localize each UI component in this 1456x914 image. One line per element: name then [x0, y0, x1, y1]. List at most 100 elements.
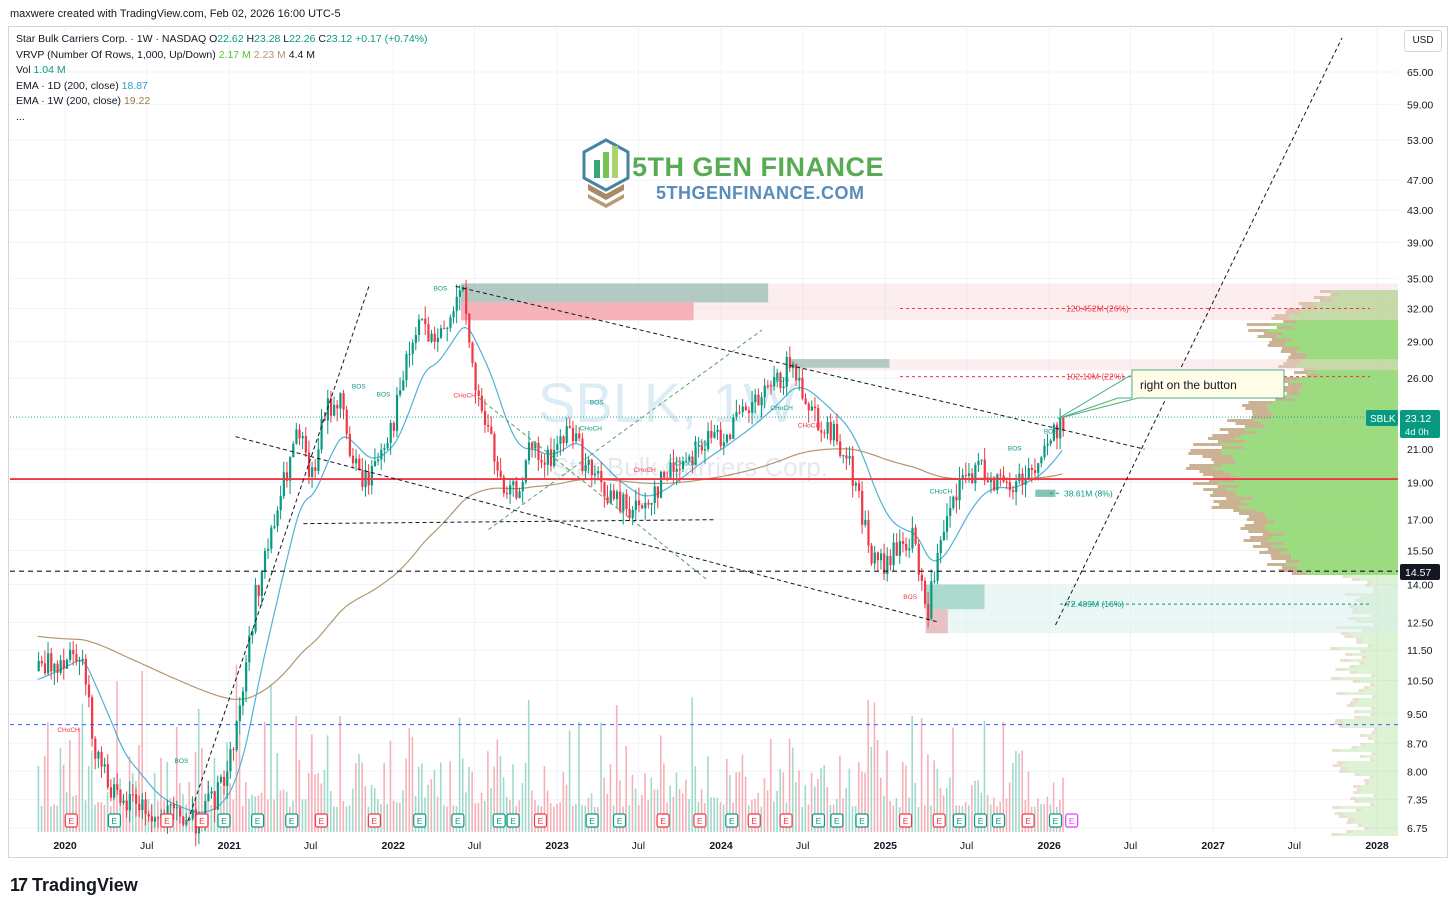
- volume-bar: [383, 763, 385, 832]
- volume-bar: [1027, 771, 1030, 832]
- legend-more[interactable]: ...: [16, 110, 25, 123]
- candle-body: [993, 480, 996, 491]
- volume-bar: [386, 803, 389, 832]
- vp-down-bar: [1283, 386, 1302, 389]
- vp-up-bar: [1345, 692, 1398, 695]
- candle-body: [465, 287, 468, 314]
- volume-bar: [50, 806, 52, 832]
- vp-up-bar: [1365, 650, 1398, 653]
- volume-bar: [945, 787, 948, 832]
- volume-bar: [804, 784, 807, 832]
- candle-body: [757, 394, 760, 406]
- candle-body: [53, 663, 56, 672]
- volume-bar: [788, 738, 791, 832]
- candle-body: [637, 500, 641, 506]
- tradingview-logo-icon: 17: [10, 875, 28, 895]
- trendline: [303, 519, 716, 525]
- vp-up-bar: [1243, 446, 1398, 449]
- vp-down-bar: [1271, 557, 1292, 560]
- candle-body: [213, 791, 216, 810]
- candle-body: [996, 474, 999, 491]
- candle-body: [78, 660, 81, 662]
- earnings-marker-icon: [107, 813, 121, 828]
- candle-body: [348, 434, 351, 456]
- x-tick-label: Jul: [140, 840, 153, 852]
- volume-bar: [685, 779, 687, 832]
- volume-bar: [930, 805, 932, 832]
- earnings-marker-label: E: [859, 816, 865, 826]
- volume-bar: [672, 796, 675, 832]
- earnings-marker-icon: [413, 813, 427, 828]
- volume-bar: [857, 761, 860, 832]
- vp-up-bar: [1345, 761, 1398, 764]
- earnings-marker-icon: [251, 813, 265, 828]
- candle-body: [769, 385, 773, 387]
- currency-button[interactable]: USD: [1404, 30, 1442, 52]
- candle-body: [370, 466, 373, 486]
- earnings-marker-label: E: [816, 816, 822, 826]
- earnings-marker-label: E: [978, 816, 984, 826]
- volume-bar: [725, 758, 728, 832]
- volume-bar: [201, 748, 203, 832]
- earnings-marker-icon: [585, 813, 599, 828]
- candle-body: [47, 653, 50, 674]
- vp-down-bar: [1246, 518, 1267, 521]
- vp-down-bar: [1193, 482, 1219, 485]
- vp-down-bar: [1288, 356, 1306, 359]
- vp-down-bar: [1354, 800, 1361, 803]
- y-tick-label: 47.00: [1407, 175, 1433, 187]
- earnings-marker-icon: [932, 813, 946, 828]
- legend-ema2-row[interactable]: EMA · 1W (200, close) 19.22: [16, 95, 151, 107]
- candle-body: [131, 794, 135, 796]
- vp-up-bar: [1373, 776, 1398, 779]
- candle-body: [578, 433, 581, 439]
- vp-up-bar: [1376, 794, 1398, 797]
- vp-up-bar: [1374, 707, 1398, 710]
- vp-down-bar: [1217, 440, 1246, 443]
- candle-body: [116, 784, 119, 790]
- volume-bar: [411, 737, 414, 832]
- legend-vrvp-row[interactable]: VRVP (Number Of Rows, 1,000, Up/Down) 2.…: [16, 48, 316, 61]
- x-tick-label: 2027: [1201, 840, 1225, 852]
- candle-body: [754, 394, 757, 403]
- y-tick-label: 43.00: [1407, 205, 1433, 217]
- vp-down-bar: [1360, 650, 1366, 653]
- candle-body: [490, 426, 493, 434]
- volume-bar: [669, 785, 671, 832]
- vp-down-bar: [1359, 734, 1367, 737]
- legend-symbol[interactable]: Star Bulk Carriers Corp. · 1W · NASDAQ: [16, 33, 207, 45]
- volume-bar: [295, 716, 297, 832]
- vp-down-bar: [1353, 791, 1360, 794]
- legend-ema1-row[interactable]: EMA · 1D (200, close) 18.87: [16, 79, 148, 92]
- vp-down-bar: [1371, 731, 1376, 734]
- candle-body: [628, 508, 631, 519]
- structure-label: CHoCH: [770, 405, 793, 412]
- vp-down-bar: [1345, 653, 1354, 656]
- candle-body: [942, 531, 946, 541]
- candle-body: [622, 494, 625, 512]
- price-badge-price: 23.12: [1405, 413, 1431, 425]
- vp-up-bar: [1339, 647, 1398, 650]
- candle-body: [226, 771, 229, 786]
- candle-body: [69, 649, 72, 660]
- candle-body: [254, 584, 257, 632]
- vp-down-bar: [1368, 644, 1373, 647]
- legend-vol-row[interactable]: Vol 1.04 M: [16, 64, 66, 76]
- earnings-marker-label: E: [751, 816, 757, 826]
- y-tick-label: 8.00: [1407, 766, 1428, 778]
- earnings-marker-label: E: [617, 816, 623, 826]
- x-tick-label: Jul: [468, 840, 481, 852]
- x-tick-label: 2023: [545, 840, 569, 852]
- volume-bar: [78, 728, 81, 832]
- candle-body: [609, 490, 612, 504]
- volume-bar: [138, 744, 140, 832]
- structure-label: BOS: [175, 758, 189, 765]
- vp-up-bar: [1356, 671, 1398, 674]
- candle-body: [276, 510, 279, 527]
- candle-body: [540, 459, 543, 463]
- vp-up-bar: [1312, 302, 1398, 305]
- ema-1w-line: [37, 448, 1063, 701]
- vp-down-bar: [1351, 746, 1359, 749]
- tradingview-logo[interactable]: 17 TradingView: [10, 875, 138, 896]
